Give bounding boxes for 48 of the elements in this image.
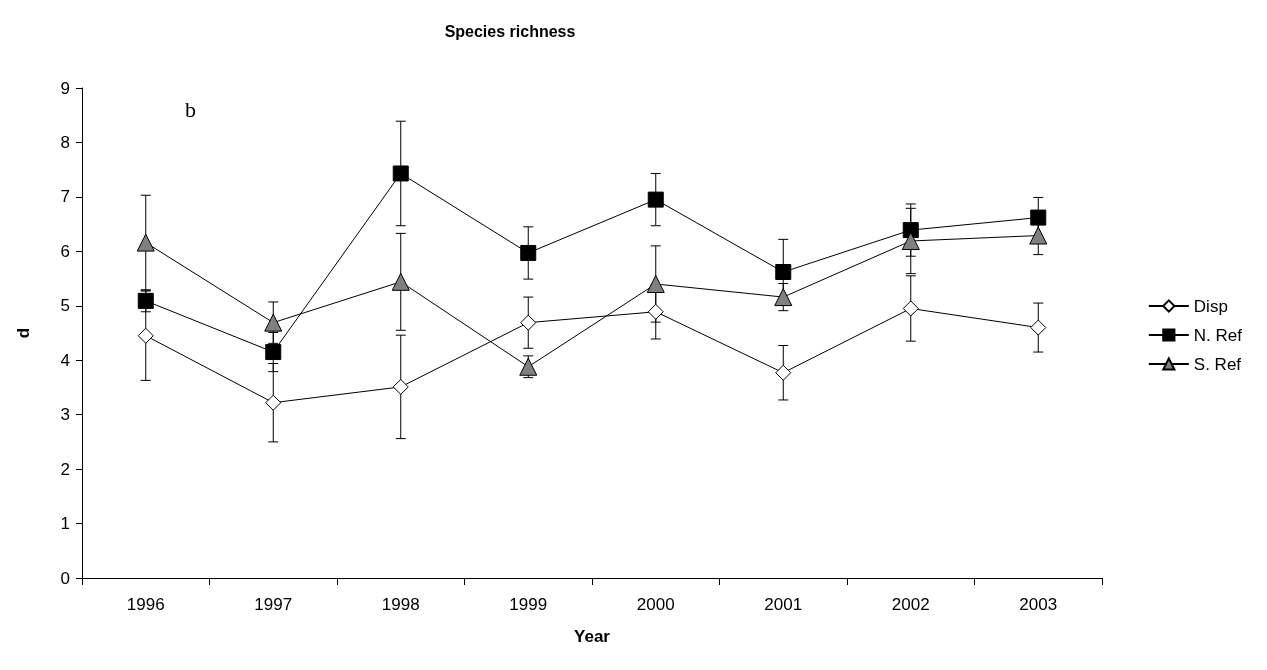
point (647, 191, 664, 208)
legend-label: N. Ref (1193, 325, 1243, 345)
x-tick-label: 1999 (509, 595, 548, 614)
point (1030, 209, 1047, 226)
point (391, 272, 410, 291)
point (1030, 319, 1047, 336)
point (647, 303, 664, 320)
x-tick-label: 2002 (891, 595, 930, 614)
x-axis-title: Year (574, 627, 611, 646)
y-tick-label: 1 (60, 514, 70, 534)
y-tick-label: 5 (60, 296, 70, 316)
y-tick-label: 8 (60, 132, 70, 152)
x-tick-label: 1997 (254, 595, 293, 614)
point (775, 264, 792, 281)
chart-title: Species richness (444, 22, 576, 40)
x-tick-label: 1998 (381, 595, 420, 614)
point (1029, 226, 1048, 245)
x-tick-label: 2001 (764, 595, 803, 614)
point (392, 378, 409, 395)
x-tick-label: 2003 (1019, 595, 1058, 614)
y-tick-label: 7 (60, 187, 70, 207)
point (137, 327, 154, 344)
x-tick-label: 2000 (636, 595, 675, 614)
point (137, 292, 154, 309)
point (775, 364, 792, 381)
y-tick-label: 3 (60, 405, 70, 425)
y-tick-label: 6 (60, 241, 70, 261)
legend-label: S. Ref (1193, 354, 1242, 374)
point (136, 233, 155, 252)
y-tick-label: 2 (60, 459, 70, 479)
point (520, 244, 537, 261)
point (265, 394, 282, 411)
point (520, 314, 537, 331)
point (774, 288, 793, 307)
annotation: b (185, 96, 196, 122)
x-tick-label: 1996 (126, 595, 165, 614)
point (392, 165, 409, 182)
y-tick-label: 4 (60, 350, 70, 370)
point (901, 231, 920, 250)
point (265, 344, 282, 361)
point (519, 357, 538, 376)
legend-label: Disp (1193, 296, 1228, 316)
y-tick-label: 9 (60, 78, 70, 98)
y-tick-label: 0 (60, 568, 70, 588)
point (902, 300, 919, 317)
point (646, 275, 665, 293)
y-axis-title: d (14, 327, 33, 339)
point (264, 313, 283, 332)
